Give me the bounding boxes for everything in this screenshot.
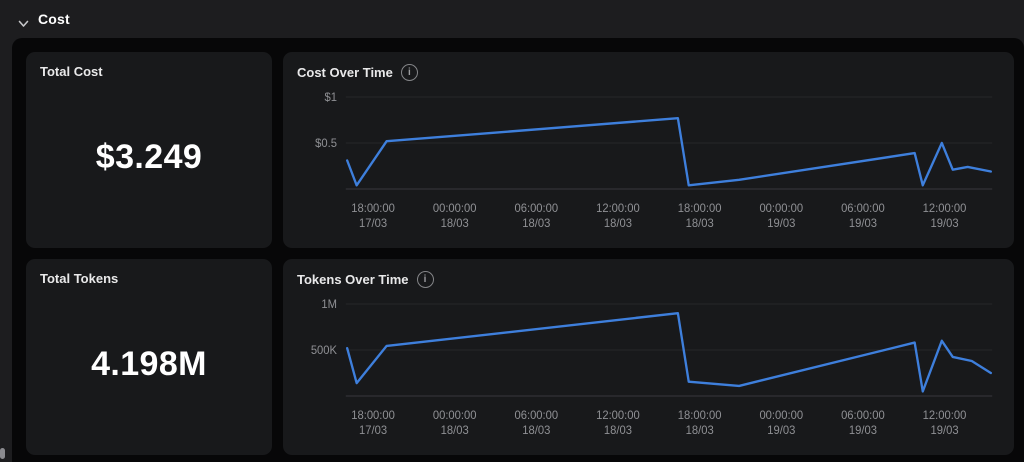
total-tokens-label: Total Tokens xyxy=(40,271,119,286)
cost-panel: Total Cost $3.249 Cost Over Time i $1 $0.… xyxy=(12,38,1024,462)
svg-text:12:00:00: 12:00:00 xyxy=(596,410,640,422)
svg-text:00:00:00: 00:00:00 xyxy=(759,410,803,422)
svg-text:19/03: 19/03 xyxy=(767,218,795,230)
cost-chart-header: Cost Over Time i xyxy=(297,64,1000,81)
svg-text:18:00:00: 18:00:00 xyxy=(351,203,395,215)
tokens-chart-header: Tokens Over Time i xyxy=(297,271,1000,288)
svg-text:18:00:00: 18:00:00 xyxy=(351,410,395,422)
svg-text:18:00:00: 18:00:00 xyxy=(678,203,722,215)
total-tokens-value: 4.198M xyxy=(91,345,207,383)
svg-text:18/03: 18/03 xyxy=(441,425,469,437)
info-icon[interactable]: i xyxy=(416,271,434,288)
chevron-down-icon[interactable] xyxy=(18,15,29,27)
svg-text:18:00:00: 18:00:00 xyxy=(678,410,722,422)
total-cost-card: Total Cost $3.249 xyxy=(26,52,272,248)
svg-text:$0.5: $0.5 xyxy=(315,138,337,150)
svg-text:12:00:00: 12:00:00 xyxy=(596,203,640,215)
section-title: Cost xyxy=(38,11,70,27)
total-cost-label: Total Cost xyxy=(40,64,103,79)
svg-text:06:00:00: 06:00:00 xyxy=(841,410,885,422)
svg-text:06:00:00: 06:00:00 xyxy=(841,203,885,215)
svg-text:17/03: 17/03 xyxy=(359,425,387,437)
svg-text:00:00:00: 00:00:00 xyxy=(433,410,477,422)
tokens-over-time-card: Tokens Over Time i 1M 500K 18:00:00 17/03 00… xyxy=(283,259,1014,455)
svg-text:500K: 500K xyxy=(311,345,338,357)
svg-text:18/03: 18/03 xyxy=(604,425,632,437)
cost-over-time-card: Cost Over Time i $1 $0.5 18:00:00 17/03 00:0… xyxy=(283,52,1014,248)
svg-text:18/03: 18/03 xyxy=(522,425,550,437)
svg-text:06:00:00: 06:00:00 xyxy=(514,410,558,422)
svg-text:18/03: 18/03 xyxy=(686,218,714,230)
total-cost-value: $3.249 xyxy=(95,138,203,176)
svg-text:17/03: 17/03 xyxy=(359,218,387,230)
svg-text:06:00:00: 06:00:00 xyxy=(514,203,558,215)
total-tokens-card: Total Tokens 4.198M xyxy=(26,259,272,455)
svg-text:19/03: 19/03 xyxy=(930,425,958,437)
svg-text:12:00:00: 12:00:00 xyxy=(923,203,967,215)
cost-chart-title: Cost Over Time xyxy=(297,65,393,80)
svg-text:00:00:00: 00:00:00 xyxy=(433,203,477,215)
cost-chart-svg[interactable]: $1 $0.5 18:00:00 17/03 00:00:00 18/03 06:00:00… xyxy=(297,83,1000,235)
svg-text:12:00:00: 12:00:00 xyxy=(923,410,967,422)
svg-text:18/03: 18/03 xyxy=(441,218,469,230)
tokens-chart-svg[interactable]: 1M 500K 18:00:00 17/03 00:00:00 18/03 06:00:00… xyxy=(297,290,1000,442)
scrollbar-thumb[interactable] xyxy=(0,448,5,459)
svg-text:$1: $1 xyxy=(325,92,337,104)
svg-text:19/03: 19/03 xyxy=(767,425,795,437)
section-header: Cost xyxy=(0,0,1024,38)
svg-text:19/03: 19/03 xyxy=(849,218,877,230)
svg-text:18/03: 18/03 xyxy=(522,218,550,230)
svg-text:1M: 1M xyxy=(321,299,337,311)
tokens-chart-title: Tokens Over Time xyxy=(297,272,409,287)
svg-text:18/03: 18/03 xyxy=(604,218,632,230)
svg-text:19/03: 19/03 xyxy=(849,425,877,437)
cards-grid: Total Cost $3.249 Cost Over Time i $1 $0.… xyxy=(26,52,1014,455)
info-icon[interactable]: i xyxy=(400,64,418,81)
svg-text:00:00:00: 00:00:00 xyxy=(759,203,803,215)
svg-text:18/03: 18/03 xyxy=(686,425,714,437)
svg-text:19/03: 19/03 xyxy=(930,218,958,230)
